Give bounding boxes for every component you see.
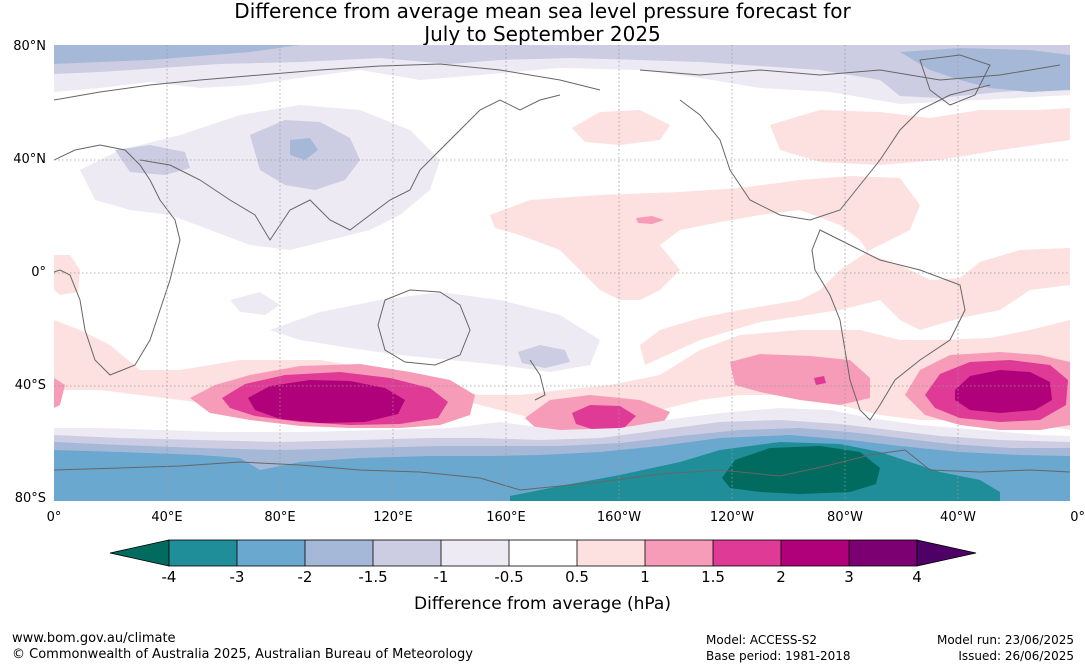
colorbar-tick: -1.5 (358, 568, 388, 586)
map-title: Difference from average mean sea level p… (0, 0, 1085, 46)
antarctic-anomaly-darkest (722, 446, 880, 494)
lon-label-80w: 80°W (827, 510, 863, 525)
arctic-anomaly-dark (54, 45, 300, 64)
map-fill-layer (54, 45, 1070, 501)
southwest-africa-anomaly-1 (54, 378, 65, 408)
new-zealand-coast (529, 359, 546, 401)
south-pacific-anomaly-2 (572, 405, 636, 431)
south-america-spot (814, 376, 826, 385)
colorbar-bin (169, 540, 237, 566)
lon-label-0-right: 0° (1070, 510, 1085, 525)
lon-label-160w: 160°W (596, 510, 642, 525)
lat-label-80s: 80°S (14, 491, 46, 506)
lat-label-40n: 40°N (13, 152, 46, 167)
lon-label-40e: 40°E (151, 510, 183, 525)
colorbar-tick: -2 (297, 568, 313, 586)
title-line-1: Difference from average mean sea level p… (234, 0, 851, 23)
colorbar-bin (713, 540, 781, 566)
colorbar-bin (849, 540, 917, 566)
europe-africa-coast (54, 144, 181, 376)
colorbar-bin (509, 540, 577, 566)
south-atlantic-anomaly-3 (955, 370, 1052, 413)
website-link[interactable]: www.bom.gov.au/climate (12, 631, 176, 646)
colorbar-tick: -0.5 (494, 568, 524, 586)
southern-ocean-anomaly-light (54, 320, 1070, 430)
colorbar-title: Difference from average (hPa) (414, 594, 671, 614)
south-america-coast (811, 229, 966, 421)
north-america-coast (679, 84, 991, 221)
colorbar-tick: 0.5 (565, 568, 589, 586)
model-name: Model: ACCESS-S2 (706, 633, 818, 647)
colorbar-tick: -1 (433, 568, 449, 586)
gridlines (54, 45, 1070, 501)
colorbar-extend-high (916, 539, 977, 567)
lat-label-80n: 80°N (13, 39, 46, 54)
arctic-anomaly-dark-2 (900, 48, 1070, 92)
greenland-coast (919, 54, 991, 106)
colorbar-bin (237, 540, 305, 566)
colorbar-tick: 1 (640, 568, 650, 586)
base-period: Base period: 1981-2018 (706, 649, 851, 663)
colorbar (109, 539, 977, 567)
colorbar-bin (645, 540, 713, 566)
model-run-date: Model run: 23/06/2025 (936, 633, 1074, 647)
south-america-anomaly-1 (730, 354, 870, 405)
coastlines (54, 54, 1070, 491)
colorbar-bin (577, 540, 645, 566)
central-asia-anomaly-mid (115, 145, 190, 175)
title-line-2: July to September 2025 (424, 22, 661, 46)
colorbar-outline (168, 539, 918, 567)
lon-label-0: 0° (46, 510, 62, 525)
issued-date: Issued: 26/06/2025 (958, 649, 1074, 663)
north-pacific-anomaly (572, 110, 670, 145)
lat-label-0: 0° (31, 265, 46, 280)
colorbar-bin (781, 540, 849, 566)
lon-label-120w: 120°W (709, 510, 755, 525)
antarctica-coast (54, 449, 1070, 491)
arctic-anomaly-mid (54, 45, 1070, 98)
colorbar-tick: 2 (776, 568, 786, 586)
colorbar-tick: 4 (912, 568, 922, 586)
lon-label-120e: 120°E (373, 510, 413, 525)
north-pacific-spot (636, 216, 664, 224)
asia-north-coast (54, 63, 601, 101)
asia-coast (139, 94, 561, 241)
colorbar-bin (373, 540, 441, 566)
colorbar-extend-low (109, 539, 170, 567)
colorbar-tick: 3 (844, 568, 854, 586)
lon-label-40w: 40°W (940, 510, 976, 525)
lat-label-40s: 40°S (14, 378, 46, 393)
lon-label-80e: 80°E (264, 510, 296, 525)
indian-ocean-anomaly-light (230, 292, 280, 315)
southern-ocean-anomaly-3 (248, 380, 405, 423)
north-america-north-coast (639, 64, 1061, 81)
tropical-pacific-anomaly (490, 176, 1070, 365)
australia-anomaly-light (270, 292, 600, 372)
asia-anomaly-dark (290, 138, 318, 160)
colorbar-tick: -4 (161, 568, 177, 586)
colorbar-bin (441, 540, 509, 566)
colorbar-bin (305, 540, 373, 566)
australia-coast (377, 289, 471, 366)
colorbar-tick: 1.5 (701, 568, 725, 586)
copyright-text: © Commonwealth of Australia 2025, Austra… (12, 647, 473, 662)
colorbar-tick: -3 (229, 568, 245, 586)
lon-label-160e: 160°E (486, 510, 526, 525)
